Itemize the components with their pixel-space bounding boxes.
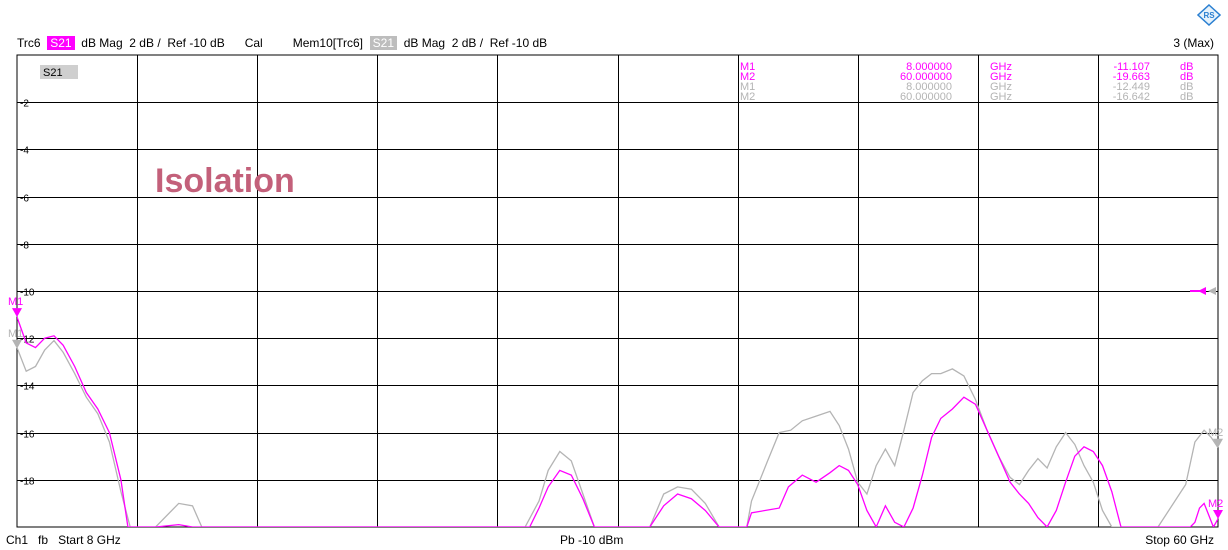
- marker-label: M1: [8, 328, 23, 340]
- max-info: 3 (Max): [1173, 36, 1214, 50]
- marker-table-cell: M1: [740, 61, 755, 73]
- marker-table-cell: M1: [740, 81, 755, 93]
- param-label: S21: [43, 67, 63, 79]
- marker-table-cell: -16.642: [1113, 91, 1150, 103]
- marker-table-cell: dB: [1180, 71, 1193, 83]
- memory-scale[interactable]: 2 dB /: [451, 36, 484, 50]
- y-tick-label: -8: [20, 241, 29, 252]
- marker-table-cell: dB: [1180, 91, 1193, 103]
- trace-line-memory: [17, 339, 1218, 527]
- marker-label: M2: [1208, 498, 1223, 510]
- marker-table-cell: GHz: [990, 81, 1012, 93]
- trace-format[interactable]: dB Mag: [81, 36, 123, 50]
- memory-param-badge[interactable]: S21: [369, 36, 398, 50]
- marker-table-cell: dB: [1180, 61, 1193, 73]
- memory-ref[interactable]: Ref -10 dB: [489, 36, 548, 50]
- trace-scale[interactable]: 2 dB /: [129, 36, 161, 50]
- marker-table-cell: 8.000000: [906, 81, 952, 93]
- marker-table-cell: GHz: [990, 71, 1012, 83]
- trace-line-trc6: [17, 316, 1218, 527]
- trace-ref[interactable]: Ref -10 dB: [167, 36, 225, 50]
- y-tick-label: -18: [20, 477, 35, 488]
- y-tick-label: -16: [20, 430, 35, 441]
- marker-table-cell: 60.000000: [900, 91, 952, 103]
- start-frequency[interactable]: Start 8 GHz: [58, 533, 121, 547]
- header-bar: Trc6 S21 dB Mag 2 dB / Ref -10 dB Cal Me…: [17, 36, 547, 50]
- marker-triangle: [12, 308, 22, 318]
- marker-table-cell: 8.000000: [906, 61, 952, 73]
- y-tick-label: -6: [20, 194, 29, 205]
- marker-table-cell: GHz: [990, 61, 1012, 73]
- marker-label: M1: [8, 296, 23, 308]
- ref-level-arrow-memory: [1208, 287, 1216, 295]
- marker-table-cell: -19.663: [1113, 71, 1150, 83]
- marker-triangle: [1213, 510, 1223, 520]
- param-label-box: [40, 65, 78, 79]
- svg-text:RS: RS: [1203, 11, 1215, 20]
- y-tick-label: -4: [20, 146, 29, 157]
- marker-table-cell: -11.107: [1114, 61, 1151, 73]
- marker-table-cell: M2: [740, 91, 755, 103]
- y-tick-label: -2: [20, 99, 29, 110]
- y-tick-label: -12: [20, 335, 35, 346]
- memory-format[interactable]: dB Mag: [403, 36, 446, 50]
- trace-param-badge[interactable]: S21: [47, 36, 75, 50]
- power-level[interactable]: Pb -10 dBm: [560, 533, 624, 547]
- marker-table-cell: 60.000000: [900, 71, 952, 83]
- y-tick-label: -14: [20, 382, 35, 393]
- channel-label[interactable]: Ch1: [6, 533, 29, 547]
- chart-annotation-title: Isolation: [155, 162, 295, 200]
- marker-table-cell: M2: [740, 71, 755, 83]
- marker-table-cell: -12.449: [1113, 81, 1150, 93]
- trace-label[interactable]: Trc6: [17, 36, 41, 50]
- ref-level-arrow-trace: [1198, 287, 1206, 295]
- marker-triangle: [12, 339, 22, 349]
- marker-triangle: [1213, 438, 1223, 448]
- memory-label[interactable]: Mem10[Trc6]: [292, 36, 363, 50]
- logo: RS: [1196, 3, 1222, 31]
- y-tick-label: -10: [20, 288, 35, 299]
- marker-table-cell: dB: [1180, 81, 1193, 93]
- mode-label: fb: [38, 533, 49, 547]
- marker-table-cell: GHz: [990, 91, 1012, 103]
- cal-status: Cal: [244, 36, 263, 50]
- stop-frequency[interactable]: Stop 60 GHz: [1145, 533, 1214, 547]
- marker-label: M2: [1208, 427, 1223, 439]
- footer-left: Ch1 fb Start 8 GHz: [6, 533, 121, 547]
